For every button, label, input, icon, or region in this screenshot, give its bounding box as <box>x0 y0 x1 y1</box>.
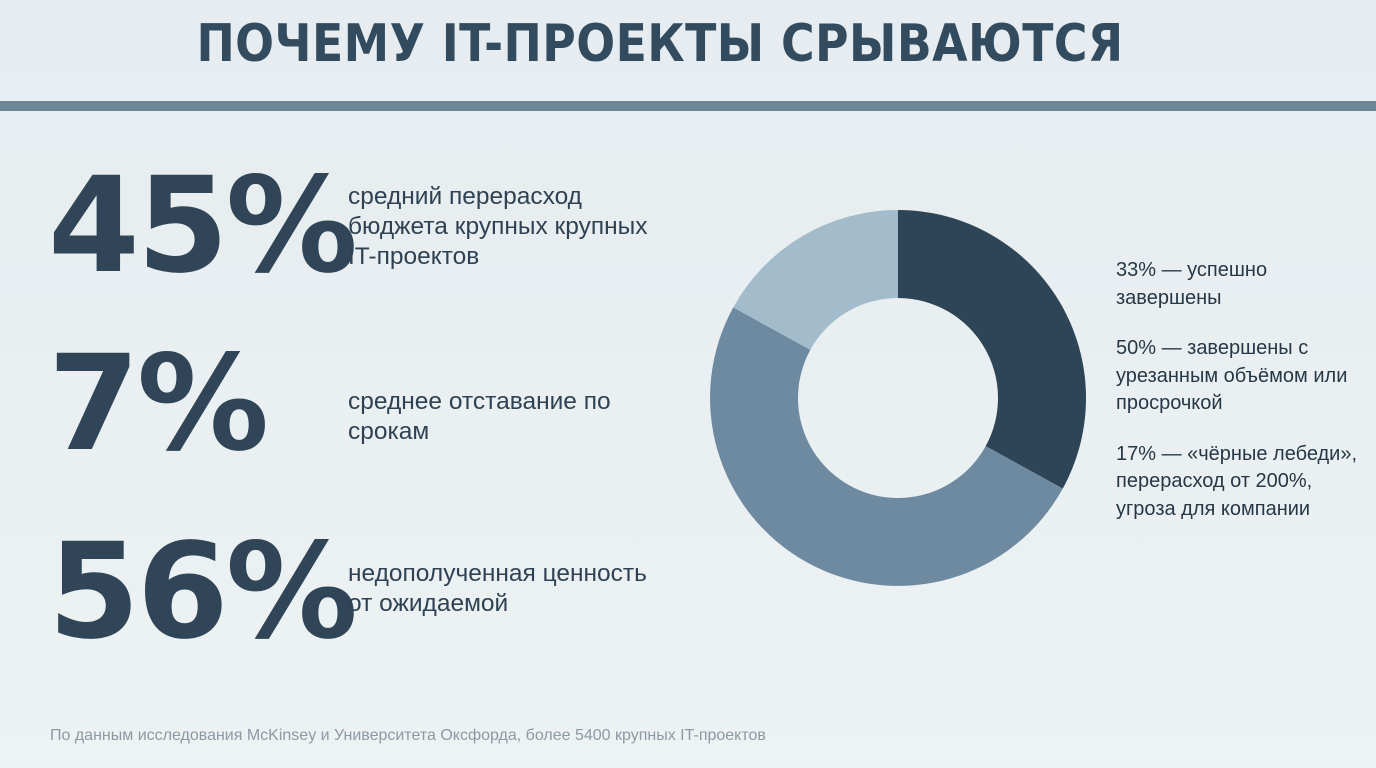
donut-slice-black-swan <box>733 210 898 350</box>
donut-chart-svg <box>710 210 1086 586</box>
donut-slice-success <box>898 210 1086 489</box>
legend-item-black-swan: 17% — «чёрные лебеди», перерасход от 200… <box>1116 442 1358 520</box>
donut-slice-partial <box>710 307 1063 586</box>
stat-schedule-delay: 7% среднее отставание по срокам <box>48 338 668 478</box>
stat-value: 56% <box>48 515 358 669</box>
page-title: ПОЧЕМУ IT-ПРОЕКТЫ СРЫВАЮТСЯ <box>196 14 1124 74</box>
stat-value: 7% <box>48 327 269 481</box>
stat-lost-value: 56% недополученная ценность от ожидаемой <box>48 522 668 662</box>
legend-item-success: 33% — успешно завершены <box>1116 259 1268 309</box>
source-footnote: По данным исследования McKinsey и Универ… <box>50 727 766 744</box>
title-divider <box>0 101 1376 111</box>
stat-value: 45% <box>48 149 358 303</box>
legend-item-partial: 50% — завершены с урезанным объёмом или … <box>1116 337 1348 414</box>
stat-label: средний перерасход бюджета крупных крупн… <box>348 183 648 270</box>
stat-budget-overrun: 45% средний перерасход бюджета крупных к… <box>48 158 668 298</box>
stat-label: среднее отставание по срокам <box>348 388 611 445</box>
chart-legend: 33% — успешно завершены 50% — завершены … <box>1116 257 1366 546</box>
stat-label: недополученная ценность от ожидаемой <box>348 560 647 617</box>
donut-chart <box>700 200 1100 600</box>
